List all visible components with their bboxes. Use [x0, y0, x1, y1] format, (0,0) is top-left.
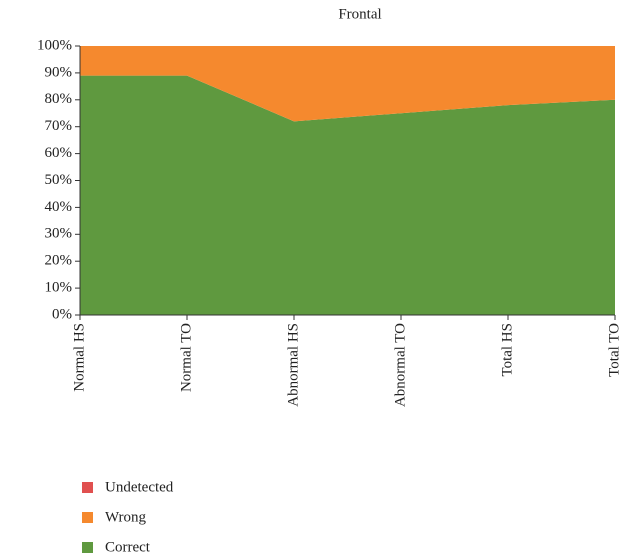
x-tick-label: Normal HS — [71, 323, 87, 392]
chart-title: Frontal — [338, 6, 381, 22]
y-tick-label: 30% — [45, 226, 73, 242]
x-tick-label: Normal TO — [178, 323, 194, 392]
y-tick-label: 90% — [45, 64, 73, 80]
y-tick-label: 80% — [45, 91, 73, 107]
x-tick-label: Total TO — [606, 323, 622, 377]
y-tick-label: 70% — [45, 118, 73, 134]
legend-label: Correct — [105, 539, 151, 555]
y-tick-label: 100% — [37, 37, 72, 53]
y-tick-label: 10% — [45, 280, 73, 296]
legend-swatch — [82, 482, 93, 493]
x-tick-label: Total HS — [499, 323, 515, 377]
y-tick-label: 50% — [45, 172, 73, 188]
area — [80, 75, 615, 315]
y-tick-label: 40% — [45, 199, 73, 215]
x-tick-label: Abnormal HS — [285, 323, 301, 407]
y-tick-label: 20% — [45, 253, 73, 269]
area — [80, 46, 615, 122]
legend-label: Undetected — [105, 479, 174, 495]
legend-swatch — [82, 542, 93, 553]
y-tick-label: 60% — [45, 145, 73, 161]
y-tick-label: 0% — [52, 306, 72, 322]
x-tick-label: Abnormal TO — [392, 323, 408, 407]
legend-swatch — [82, 512, 93, 523]
legend-label: Wrong — [105, 509, 147, 525]
